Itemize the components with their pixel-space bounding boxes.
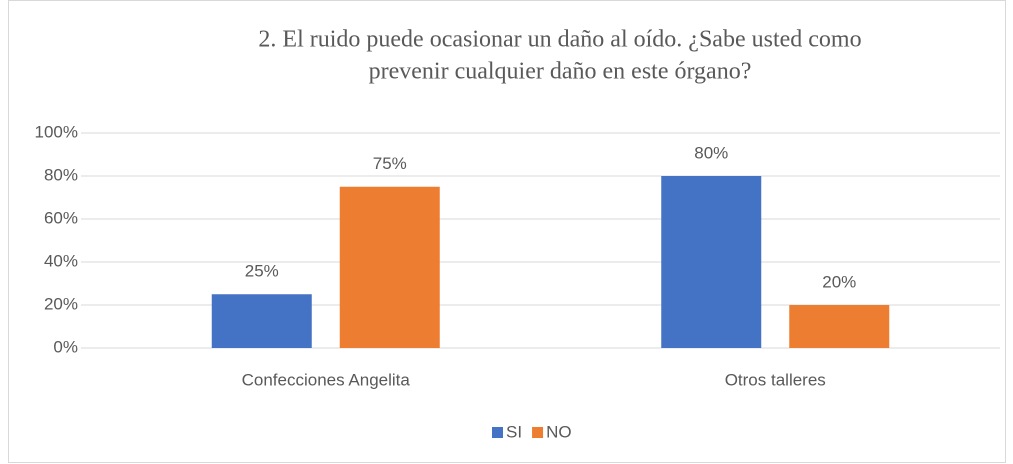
legend-swatch xyxy=(532,427,544,438)
x-tick-label: Confecciones Angelita xyxy=(242,370,411,389)
chart-border xyxy=(8,0,1006,463)
legend-label: NO xyxy=(546,422,572,441)
y-tick-label: 0% xyxy=(53,337,78,356)
y-tick-label: 100% xyxy=(35,122,78,141)
legend-label: SI xyxy=(506,422,522,441)
data-label: 75% xyxy=(373,154,407,173)
data-label: 25% xyxy=(245,262,279,281)
x-tick-label: Otros talleres xyxy=(725,370,826,389)
bar xyxy=(211,294,312,348)
bar xyxy=(339,186,440,348)
y-tick-label: 40% xyxy=(44,251,78,270)
chart-title: prevenir cualquier daño en este órgano? xyxy=(369,59,752,85)
y-tick-label: 60% xyxy=(44,208,78,227)
bar xyxy=(789,305,890,348)
bar xyxy=(661,176,762,348)
chart-title: 2. El ruido puede ocasionar un daño al o… xyxy=(258,27,861,53)
y-tick-label: 20% xyxy=(44,294,78,313)
data-label: 80% xyxy=(694,143,728,162)
legend-swatch xyxy=(492,427,503,438)
data-label: 20% xyxy=(822,272,856,291)
y-tick-label: 80% xyxy=(44,165,78,184)
